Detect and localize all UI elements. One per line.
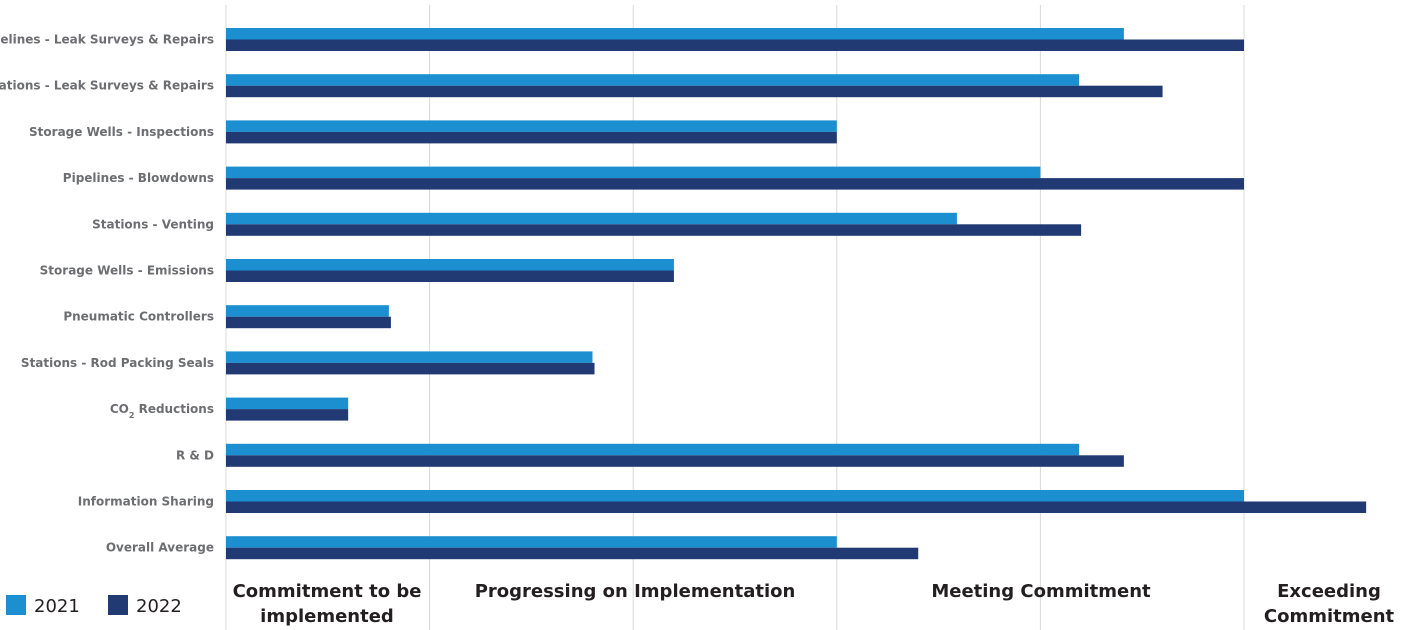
bar-2022-11: [226, 547, 919, 560]
category-label-10: Information Sharing: [78, 495, 214, 509]
bar-2022-9: [226, 455, 1124, 467]
band-label-3-1: Commitment: [1264, 606, 1395, 627]
band-label-3-0: Exceeding: [1277, 581, 1381, 602]
legend-label-2022: 2022: [136, 596, 182, 617]
bar-2022-8: [226, 409, 349, 421]
bar-2021-8: [226, 397, 349, 410]
bar-2022-2: [226, 131, 837, 144]
category-label-8: CO2 Reductions: [110, 402, 214, 420]
bar-2021-10: [226, 490, 1244, 502]
bar-2022-3: [226, 178, 1244, 190]
legend-swatch-2021: [6, 595, 26, 615]
category-label-4: Stations - Venting: [92, 217, 214, 231]
band-label-0-1: implemented: [260, 606, 394, 627]
bar-2022-0: [226, 39, 1244, 51]
bar-2021-7: [226, 351, 593, 363]
bar-2022-6: [226, 316, 391, 329]
bar-2021-6: [226, 305, 389, 317]
bar-2022-1: [226, 85, 1163, 98]
category-label-7: Stations - Rod Packing Seals: [21, 356, 214, 370]
band-label-1-0: Progressing on Implementation: [475, 581, 796, 602]
category-label-11: Overall Average: [106, 541, 214, 555]
bar-2022-10: [226, 501, 1367, 513]
category-label-5: Storage Wells - Emissions: [40, 264, 214, 278]
category-label-3: Pipelines - Blowdowns: [63, 171, 214, 185]
legend-label-2021: 2021: [34, 596, 80, 617]
bar-2021-2: [226, 120, 837, 132]
category-label-9: R & D: [176, 448, 214, 462]
bar-2021-3: [226, 166, 1041, 179]
category-label-2: Storage Wells - Inspections: [29, 125, 214, 139]
band-label-0-0: Commitment to be: [233, 581, 422, 602]
band-label-2-0: Meeting Commitment: [931, 581, 1151, 602]
bar-2021-4: [226, 212, 957, 225]
category-label-6: Pneumatic Controllers: [63, 310, 214, 324]
bar-2021-9: [226, 443, 1080, 456]
bar-2022-4: [226, 224, 1082, 236]
bar-2021-0: [226, 28, 1124, 40]
bar-2021-1: [226, 74, 1080, 86]
legend-swatch-2022: [108, 595, 128, 615]
category-label-0: Pipelines - Leak Surveys & Repairs: [0, 33, 214, 47]
bar-2022-7: [226, 362, 595, 375]
category-label-1: Stations - Leak Surveys & Repairs: [0, 79, 214, 93]
bar-2022-5: [226, 270, 674, 282]
bar-2021-11: [226, 536, 837, 548]
bar-2021-5: [226, 259, 674, 271]
